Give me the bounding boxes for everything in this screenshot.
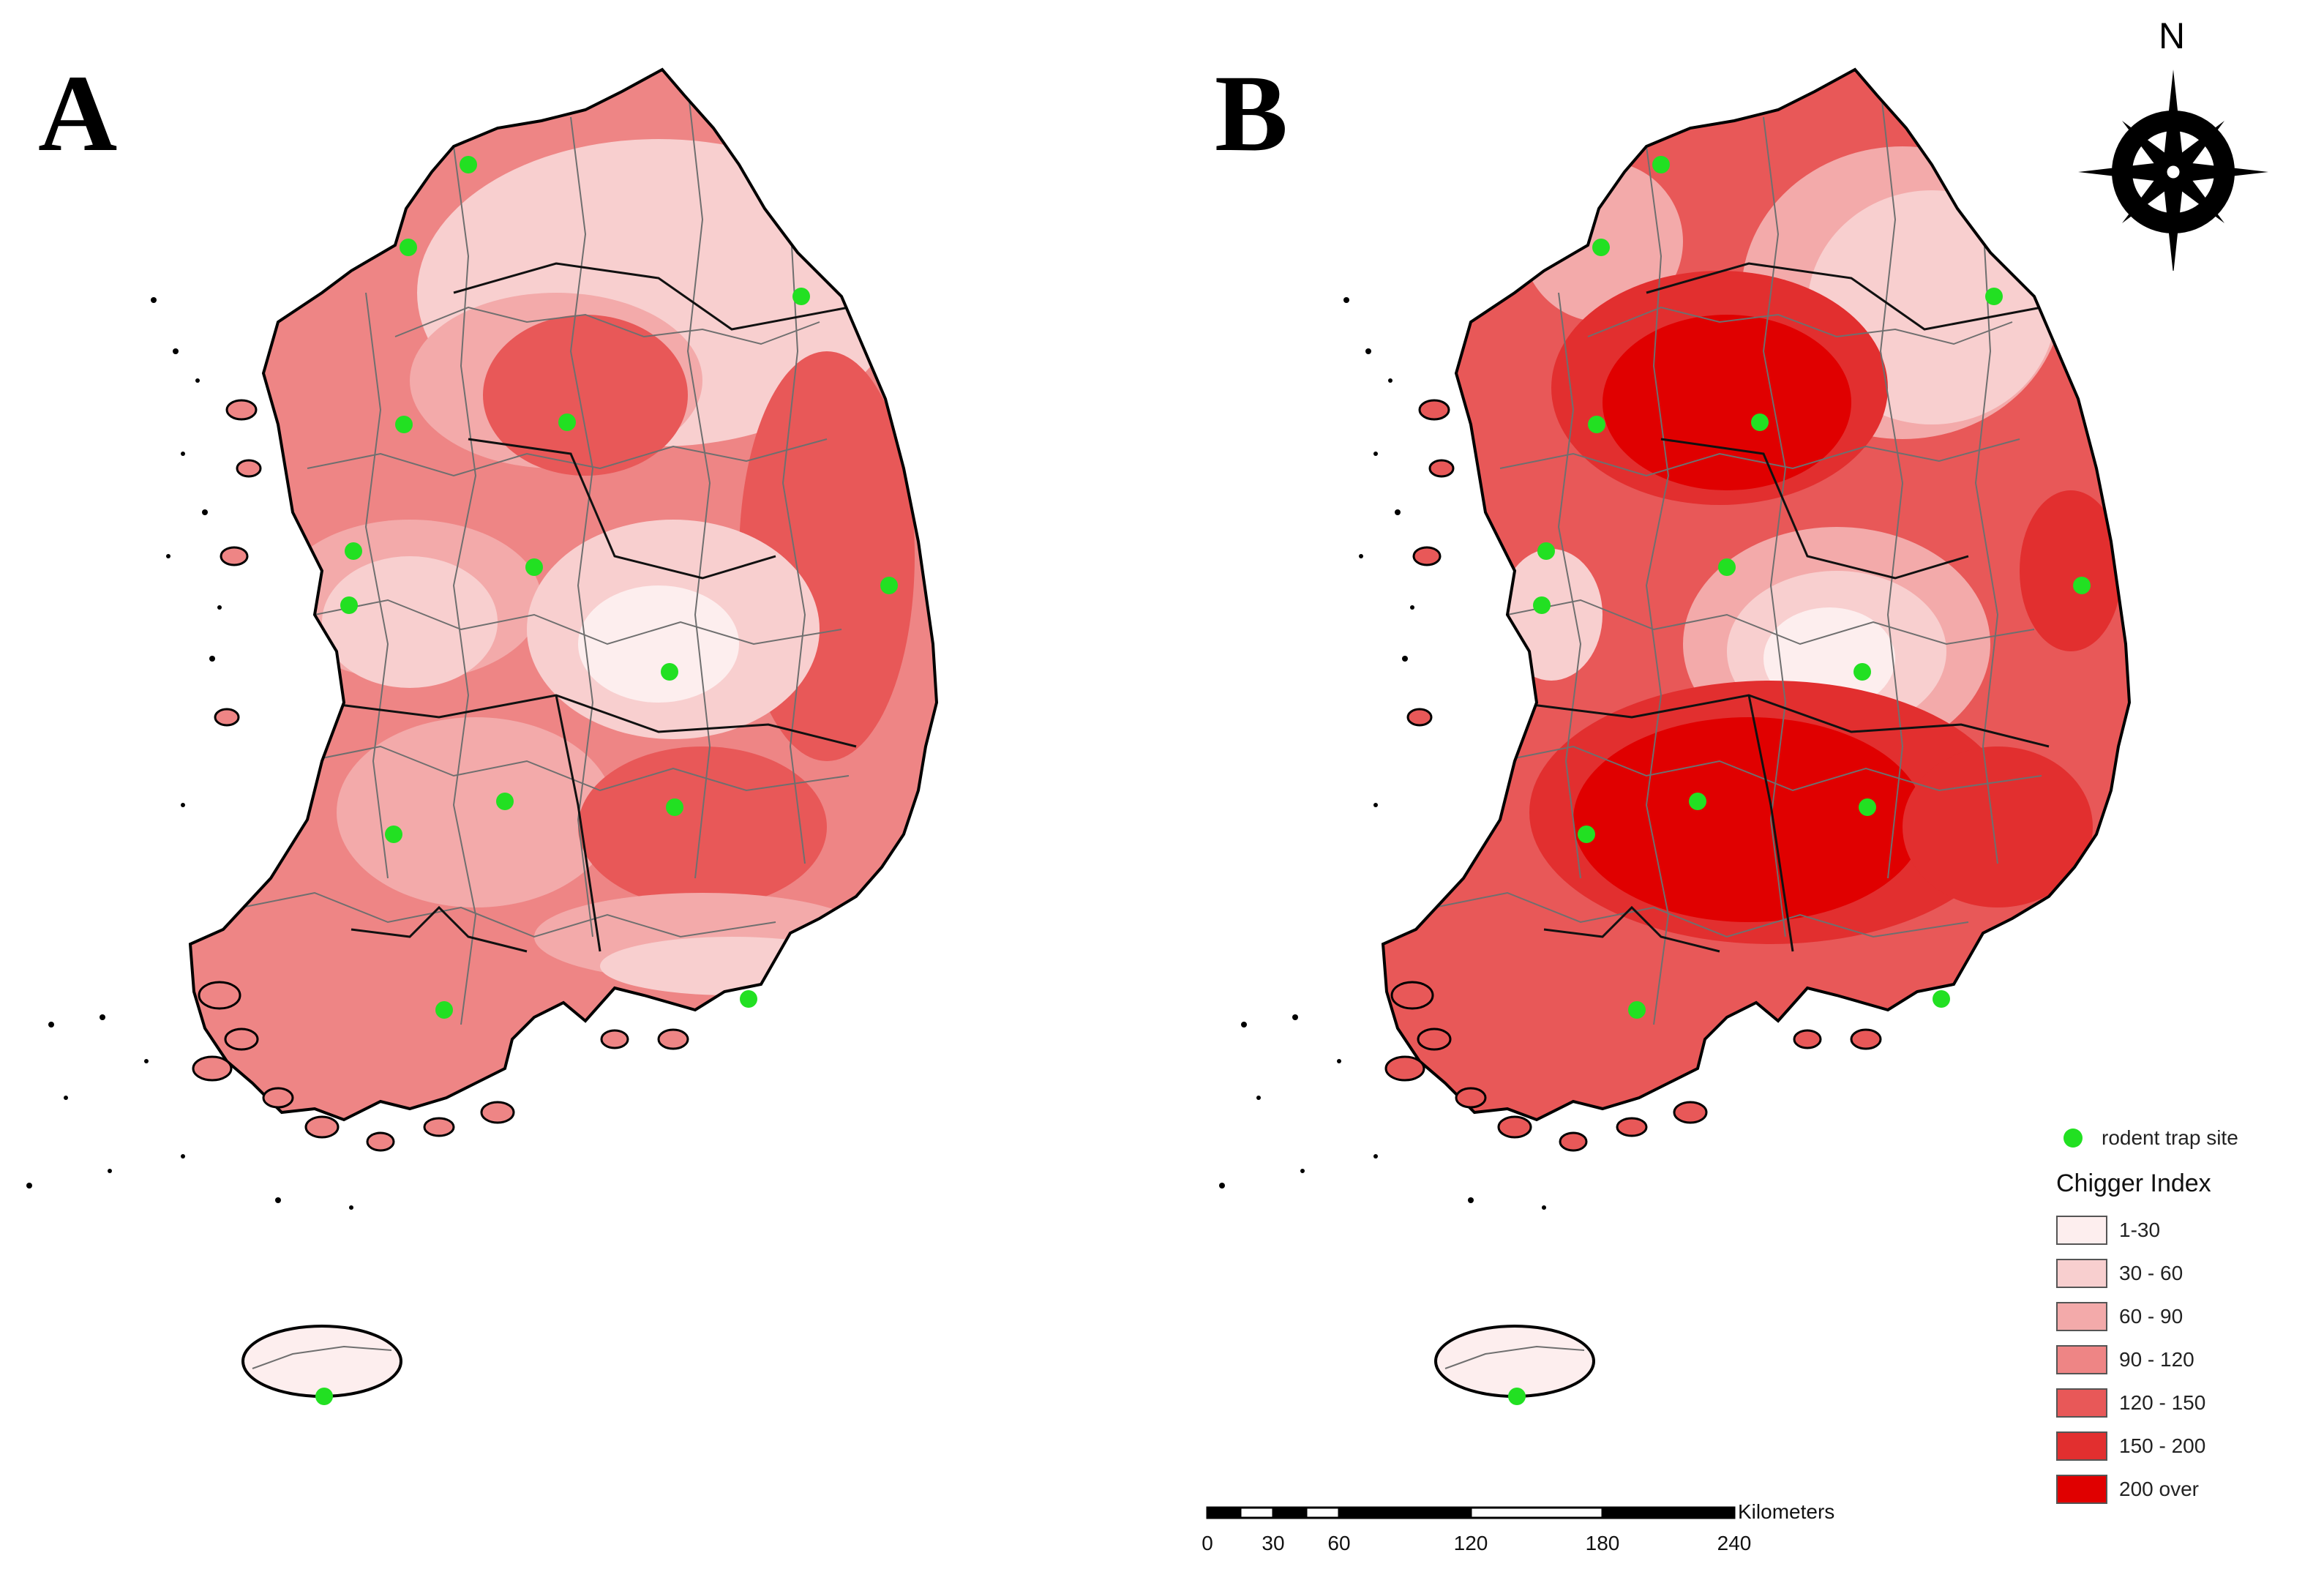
district-boundaries-b xyxy=(1433,87,2042,1025)
trap-site-marker-icon xyxy=(2064,1129,2083,1148)
legend-classes: 1-30 30 - 60 60 - 90 90 - 120 120 - 150 150 -… xyxy=(2049,1208,2312,1511)
scale-bar: 0 30 60 120 180 240 Kilometers xyxy=(1202,1500,1834,1554)
compass-north-label: N xyxy=(2158,15,2186,56)
legend-class-label: 1-30 xyxy=(2119,1218,2161,1241)
scale-bar-segment xyxy=(1601,1506,1736,1519)
legend-title: Chigger Index xyxy=(2056,1169,2211,1197)
map-panel-b xyxy=(1219,68,2131,1405)
legend-swatch xyxy=(2056,1344,2107,1374)
legend-swatch xyxy=(2056,1431,2107,1461)
panel-label-a: A xyxy=(38,53,118,174)
trap-sites-a xyxy=(315,156,898,1405)
scale-tick-label: 60 xyxy=(1327,1532,1350,1554)
legend-class-row: 1-30 xyxy=(2049,1208,2312,1251)
scale-bar-segment xyxy=(1305,1506,1341,1519)
legend-class-label: 150 - 200 xyxy=(2119,1434,2206,1457)
legend-swatch xyxy=(2056,1301,2107,1331)
jeju-island-a xyxy=(241,1325,402,1398)
legend-trap-label: rodent trap site xyxy=(2102,1126,2238,1149)
trap-sites-b xyxy=(1508,156,2091,1405)
legend-swatch xyxy=(2056,1388,2107,1418)
legend-class-label: 200 over xyxy=(2119,1477,2199,1500)
legend-class-label: 120 - 150 xyxy=(2119,1391,2206,1414)
scale-unit-label: Kilometers xyxy=(1738,1500,1834,1523)
scale-bar-segment xyxy=(1469,1506,1604,1519)
interpolation-surface-a xyxy=(278,139,915,995)
panel-label-b: B xyxy=(1215,53,1289,174)
legend-swatch xyxy=(2056,1258,2107,1288)
scale-tick-label: 120 xyxy=(1454,1532,1488,1554)
legend-swatch xyxy=(2056,1474,2107,1504)
legend: rodent trap site Chigger Index 1-30 30 - … xyxy=(2049,1120,2312,1511)
small-islets-a xyxy=(26,297,353,1210)
compass-rose-icon xyxy=(2078,70,2268,271)
province-boundaries-a xyxy=(321,262,857,953)
scale-tick-label: 30 xyxy=(1262,1532,1284,1554)
jeju-island-b xyxy=(1434,1325,1595,1398)
small-islets-b xyxy=(1219,297,1546,1210)
scale-bar-segment xyxy=(1239,1506,1275,1519)
legend-class-label: 90 - 120 xyxy=(2119,1347,2194,1371)
legend-class-row: 60 - 90 xyxy=(2049,1295,2312,1338)
islands-a xyxy=(192,399,689,1152)
scale-tick-label: 0 xyxy=(1202,1532,1213,1554)
legend-class-row: 90 - 120 xyxy=(2049,1338,2312,1381)
legend-class-row: 120 - 150 xyxy=(2049,1381,2312,1424)
scale-bar-segment xyxy=(1338,1506,1472,1519)
scale-bar-segment xyxy=(1272,1506,1308,1519)
legend-class-label: 30 - 60 xyxy=(2119,1261,2184,1284)
legend-class-row: 150 - 200 xyxy=(2049,1424,2312,1467)
legend-trap-entry: rodent trap site xyxy=(2049,1120,2312,1156)
scale-tick-label: 240 xyxy=(1717,1532,1752,1554)
scale-bar-segment xyxy=(1206,1506,1242,1519)
province-boundaries-b xyxy=(1514,262,2050,953)
legend-swatch xyxy=(2056,1215,2107,1245)
district-boundaries-a xyxy=(241,87,850,1025)
legend-class-label: 60 - 90 xyxy=(2119,1304,2184,1328)
map-panel-a xyxy=(26,68,938,1405)
islands-b xyxy=(1384,399,1882,1152)
legend-class-row: 200 over xyxy=(2049,1467,2312,1511)
scale-tick-label: 180 xyxy=(1586,1532,1620,1554)
legend-class-row: 30 - 60 xyxy=(2049,1251,2312,1295)
